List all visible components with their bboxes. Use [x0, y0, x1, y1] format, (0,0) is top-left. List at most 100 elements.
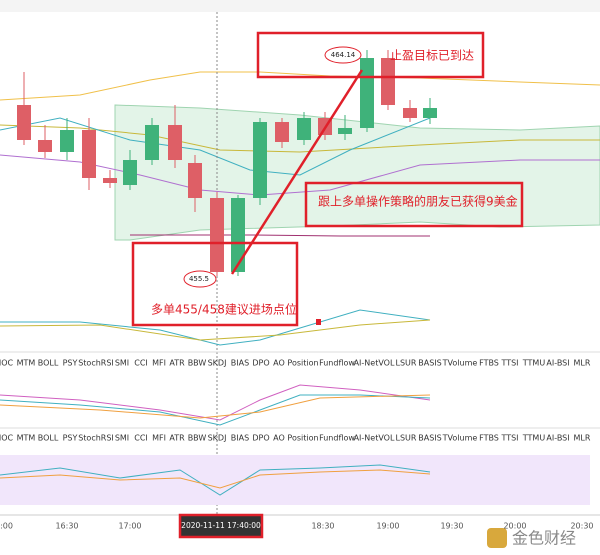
indicator-tab[interactable]: BBW — [188, 359, 207, 368]
candle — [17, 105, 31, 140]
indicator-tab[interactable]: BOLL — [38, 434, 59, 443]
ind3-a — [0, 464, 431, 496]
watermark: 金色财经 — [512, 529, 576, 548]
time-label: 19:00 — [376, 522, 399, 531]
indicator-tab[interactable]: SKDJ — [208, 359, 227, 368]
ind1-b — [0, 319, 431, 341]
indicator-tab[interactable]: IOC — [0, 434, 14, 443]
time-label: 19:30 — [440, 522, 463, 531]
indicator-tab[interactable]: TTSI — [500, 359, 518, 368]
candle — [168, 125, 182, 160]
profit-note: 跟上多单操作策略的朋友已获得9美金 — [318, 194, 518, 209]
time-label: 18:30 — [311, 522, 334, 531]
indicator-tab[interactable]: FTBS — [479, 359, 499, 368]
indicator-tab[interactable]: MFI — [152, 434, 166, 443]
line-base — [130, 234, 430, 237]
indicator-tab[interactable]: StochRSI — [78, 434, 114, 443]
indicator-tab[interactable]: CCI — [134, 434, 148, 443]
candle — [210, 198, 224, 272]
candle — [145, 125, 159, 160]
candle — [360, 58, 374, 128]
candle — [403, 108, 417, 118]
indicator-tab[interactable]: Fundflow — [319, 359, 355, 368]
indicator-tab[interactable]: StochRSI — [78, 359, 114, 368]
indicator-tab[interactable]: AI-BSI — [546, 359, 569, 368]
indicator-tab[interactable]: DPO — [252, 359, 269, 368]
target-price: 464.14 — [331, 51, 356, 59]
indicator-tab[interactable]: BIAS — [231, 359, 249, 368]
candle — [38, 140, 52, 152]
indicator-tab[interactable]: ATR — [169, 434, 185, 443]
candle — [275, 122, 289, 142]
candle — [338, 128, 352, 134]
indicator-tab[interactable]: AI-BSI — [546, 434, 569, 443]
candle — [253, 122, 267, 198]
target-note: 止盈目标已到达 — [390, 49, 474, 63]
indicator-tab[interactable]: AO — [273, 434, 285, 443]
cursor-time: 2020-11-11 17:40:00 — [181, 521, 261, 530]
indicator-tab[interactable]: TTMU — [522, 359, 546, 368]
indicator-tab[interactable]: CCI — [134, 359, 148, 368]
ind3-b — [0, 469, 431, 489]
indicator-tab[interactable]: TVolume — [442, 359, 478, 368]
indicator-tab[interactable]: MTM — [17, 434, 36, 443]
indicator-tab[interactable]: BOLL — [38, 359, 59, 368]
indicator-tab[interactable]: MFI — [152, 359, 166, 368]
time-label: 6:00 — [0, 522, 13, 531]
indicator-tab[interactable]: Fundflow — [319, 434, 355, 443]
ind1-bar — [316, 319, 321, 325]
time-label: 20:30 — [570, 522, 593, 531]
indicator-tab[interactable]: Position — [287, 434, 318, 443]
indicator-tab[interactable]: LSUR — [396, 434, 417, 443]
entry-box — [131, 241, 299, 327]
indicator-tab[interactable]: TTMU — [522, 434, 546, 443]
indicator-tab[interactable]: SKDJ — [208, 434, 227, 443]
indicator-tab[interactable]: MLR — [574, 359, 591, 368]
indicator-tab[interactable]: BASIS — [418, 359, 441, 368]
ind3-bg — [0, 455, 590, 505]
indicator-tab[interactable]: PSY — [63, 434, 78, 443]
indicator-tab[interactable]: SMI — [115, 434, 129, 443]
cursor-time-box — [178, 513, 264, 539]
time-label: 20:00 — [503, 522, 526, 531]
indicator-tab[interactable]: PSY — [63, 359, 78, 368]
indicator-tab[interactable]: BASIS — [418, 434, 441, 443]
indicator-tab[interactable]: BIAS — [231, 434, 249, 443]
indicator-tab[interactable]: AI-NetVOL — [354, 434, 395, 443]
profit-box — [304, 181, 524, 228]
indicator-tab[interactable]: AI-NetVOL — [354, 359, 395, 368]
entry-price: 455.5 — [189, 275, 209, 283]
indicator-tab[interactable]: IOC — [0, 359, 14, 368]
indicator-tab[interactable]: MLR — [574, 434, 591, 443]
indicator-tab[interactable]: BBW — [188, 434, 207, 443]
indicator-tab[interactable]: ATR — [169, 359, 185, 368]
indicator-tab[interactable]: MTM — [17, 359, 36, 368]
indicator-tab[interactable]: AO — [273, 359, 285, 368]
line-signal — [0, 117, 431, 176]
watermark-logo — [487, 528, 507, 548]
indicator-tab[interactable]: LSUR — [396, 359, 417, 368]
target-box — [256, 31, 485, 79]
candle — [123, 160, 137, 185]
ind2-a — [0, 384, 431, 421]
entry-note: 多单455/458建议进场点位 — [151, 302, 297, 317]
indicator-tab[interactable]: Position — [287, 359, 318, 368]
candle — [297, 118, 311, 140]
target-ellipse — [324, 46, 362, 64]
time-label: 17:00 — [118, 522, 141, 531]
ind1-a — [0, 309, 431, 346]
candle — [231, 198, 245, 272]
arrow — [230, 69, 364, 275]
indicator-tab[interactable]: SMI — [115, 359, 129, 368]
indicator-tab[interactable]: TTSI — [500, 434, 518, 443]
line-upper — [0, 71, 600, 101]
indicator-tab[interactable]: TVolume — [442, 434, 478, 443]
indicator-tab[interactable]: FTBS — [479, 434, 499, 443]
top-bar — [0, 0, 600, 12]
indicator-tab[interactable]: DPO — [252, 434, 269, 443]
candle — [188, 163, 202, 198]
entry-ellipse — [183, 270, 217, 288]
candle — [423, 108, 437, 118]
candle — [82, 130, 96, 178]
